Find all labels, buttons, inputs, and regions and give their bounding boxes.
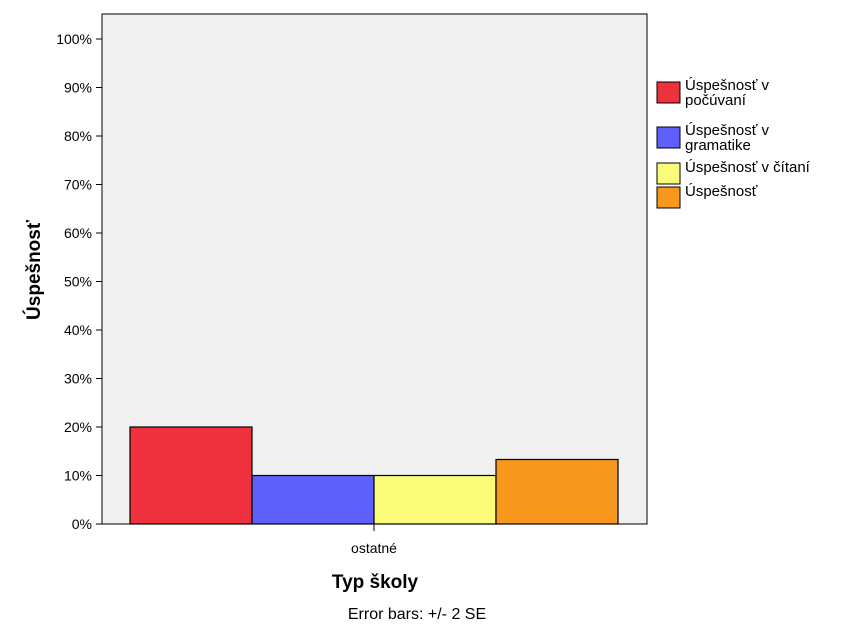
bar — [495, 458, 619, 525]
bar — [373, 474, 497, 525]
y-tick-label: 0% — [72, 516, 92, 532]
legend: Úspešnosť v počúvaní Úspešnosť v gramatike Ú… — [656, 77, 811, 209]
y-tick-label: 70% — [64, 177, 92, 193]
legend-swatch — [656, 186, 681, 209]
x-axis: ostatné — [351, 524, 397, 556]
bar — [251, 474, 375, 525]
legend-label: Úspešnosť v počúvaní — [685, 77, 769, 109]
y-tick-label: 60% — [64, 225, 92, 241]
legend-swatch — [656, 126, 681, 149]
bars — [129, 426, 619, 525]
y-axis: 0% 10% 20% 30% 40% 50% 60% 70% 80% 90% 100% — [56, 31, 102, 532]
bar — [129, 426, 253, 525]
y-tick-label: 90% — [64, 80, 92, 96]
legend-label: Úspešnosť v gramatike — [685, 122, 769, 154]
y-tick-label: 20% — [64, 419, 92, 435]
y-axis-title: Úspešnosť — [23, 219, 45, 320]
legend-label: Úspešnosť — [685, 183, 758, 200]
error-bars-note: Error bars: +/- 2 SE — [348, 606, 486, 623]
y-tick-label: 40% — [64, 322, 92, 338]
y-tick-label: 100% — [56, 31, 92, 47]
y-tick-label: 80% — [64, 128, 92, 144]
x-tick-label: ostatné — [351, 540, 397, 556]
y-tick-label: 10% — [64, 468, 92, 484]
y-tick-label: 50% — [64, 274, 92, 290]
legend-label: Úspešnosť v čítaní — [685, 159, 811, 176]
legend-swatch — [656, 81, 681, 104]
y-tick-label: 30% — [64, 371, 92, 387]
x-axis-title: Typ školy — [332, 572, 419, 593]
legend-swatch — [656, 162, 681, 185]
